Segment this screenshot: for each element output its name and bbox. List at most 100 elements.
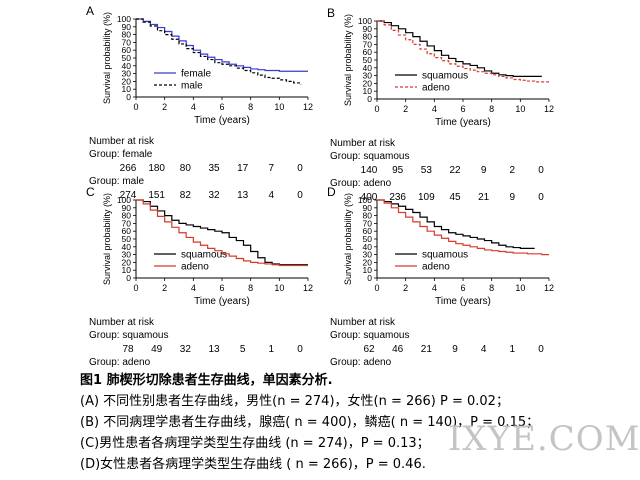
risk-value-d-0: 62 — [363, 344, 375, 355]
y-tick-label-b: 60 — [363, 47, 373, 57]
y-tick-label-c: 80 — [122, 211, 132, 221]
risk-value-a-0: 80 — [180, 163, 192, 174]
legend-label-c-adeno: adeno — [181, 262, 209, 273]
x-tick-label-c: 4 — [191, 283, 196, 293]
panel-label-d: D — [327, 185, 336, 199]
survival-curve-c-squamous — [136, 199, 308, 266]
x-tick-label-d: 4 — [432, 283, 437, 293]
y-tick-label-b: 80 — [363, 32, 373, 42]
y-tick-label-a: 20 — [122, 76, 132, 86]
panel-label-a: A — [86, 4, 94, 18]
x-axis-label-d: Time (years) — [435, 296, 491, 307]
risk-value-d-0: 4 — [481, 344, 487, 355]
x-tick-label-d: 12 — [544, 283, 554, 293]
y-tick-label-c: 40 — [122, 242, 132, 252]
risk-value-d-0: 21 — [421, 344, 433, 355]
risk-value-d-0: 1 — [510, 344, 516, 355]
y-tick-label-c: 10 — [122, 265, 132, 275]
risk-value-c-0: 78 — [122, 344, 134, 355]
risk-value-d-0: 46 — [392, 344, 404, 355]
survival-curve-b-adeno — [377, 20, 549, 83]
risk-value-a-1: 0 — [297, 190, 303, 201]
watermark-logo: IXYE.COM — [448, 419, 640, 459]
caption-title: 图1 肺楔形切除患者生存曲线，单因素分析. — [80, 373, 333, 388]
legend-label-d-adeno: adeno — [422, 262, 450, 273]
x-tick-label-a: 12 — [303, 102, 313, 112]
risk-table-heading-b: Number at risk — [330, 138, 396, 149]
risk-table-heading-a: Number at risk — [89, 136, 155, 147]
survival-curve-d-adeno — [377, 199, 549, 256]
x-tick-label-a: 10 — [274, 102, 284, 112]
x-tick-label-a: 4 — [191, 102, 196, 112]
x-axis-label-a: Time (years) — [194, 115, 250, 126]
risk-group-label-d-0: Group: squamous — [330, 330, 410, 341]
x-tick-label-d: 8 — [489, 283, 494, 293]
y-tick-label-a: 50 — [122, 53, 132, 63]
x-tick-label-d: 6 — [460, 283, 465, 293]
risk-value-a-0: 17 — [237, 163, 249, 174]
y-tick-label-d: 50 — [363, 234, 373, 244]
x-tick-label-c: 6 — [219, 283, 224, 293]
x-tick-label-c: 0 — [133, 283, 138, 293]
risk-group-label-d-1: Group: adeno — [330, 357, 392, 368]
risk-value-a-0: 266 — [120, 163, 137, 174]
risk-value-c-0: 13 — [208, 344, 220, 355]
risk-value-b-1: 109 — [418, 192, 435, 203]
survival-curve-c-adeno — [136, 199, 308, 267]
risk-value-b-0: 22 — [449, 165, 461, 176]
risk-group-label-a-0: Group: female — [89, 149, 153, 160]
y-tick-label-d: 70 — [363, 218, 373, 228]
x-tick-label-d: 2 — [403, 283, 408, 293]
x-tick-label-b: 0 — [374, 104, 379, 114]
y-tick-label-a: 10 — [122, 84, 132, 94]
y-tick-label-b: 0 — [367, 94, 372, 104]
y-tick-label-c: 70 — [122, 218, 132, 228]
x-tick-label-a: 0 — [133, 102, 138, 112]
survival-curve-d-squamous — [377, 199, 535, 249]
risk-value-b-1: 236 — [389, 192, 406, 203]
y-tick-label-d: 60 — [363, 226, 373, 236]
risk-value-b-1: 21 — [478, 192, 490, 203]
risk-value-b-1: 400 — [361, 192, 378, 203]
y-tick-label-d: 40 — [363, 242, 373, 252]
risk-table-heading-c: Number at risk — [89, 317, 155, 328]
panel-label-b: B — [327, 6, 335, 20]
x-tick-label-c: 10 — [274, 283, 284, 293]
risk-value-a-1: 274 — [120, 190, 137, 201]
panel-label-c: C — [86, 185, 95, 199]
y-axis-label-a: Survival probability (%) — [102, 12, 112, 104]
risk-value-a-1: 32 — [208, 190, 220, 201]
y-tick-label-c: 50 — [122, 234, 132, 244]
legend-label-c-squamous: squamous — [181, 250, 227, 261]
risk-group-label-c-0: Group: squamous — [89, 330, 169, 341]
y-tick-label-a: 30 — [122, 69, 132, 79]
risk-value-b-0: 0 — [538, 165, 544, 176]
risk-value-c-0: 32 — [180, 344, 192, 355]
legend-label-b-squamous: squamous — [422, 71, 468, 82]
risk-value-c-0: 5 — [240, 344, 246, 355]
x-tick-label-b: 8 — [489, 104, 494, 114]
x-tick-label-c: 8 — [248, 283, 253, 293]
risk-value-a-1: 151 — [148, 190, 165, 201]
caption-line-b: (B) 不同病理学患者生存曲线，腺癌( n = 400)，鳞癌( n = 140… — [80, 415, 540, 430]
risk-value-b-1: 9 — [510, 192, 516, 203]
x-tick-label-b: 2 — [403, 104, 408, 114]
y-tick-label-b: 10 — [363, 86, 373, 96]
legend-label-b-adeno: adeno — [422, 83, 450, 94]
y-tick-label-b: 40 — [363, 63, 373, 73]
y-tick-label-d: 20 — [363, 257, 373, 267]
y-tick-label-b: 100 — [358, 16, 372, 26]
risk-value-b-0: 2 — [510, 165, 516, 176]
risk-group-label-c-1: Group: adeno — [89, 357, 151, 368]
risk-group-label-a-1: Group: male — [89, 176, 144, 187]
y-tick-label-b: 90 — [363, 24, 373, 34]
risk-value-b-0: 95 — [392, 165, 404, 176]
risk-value-a-0: 35 — [208, 163, 220, 174]
survival-curve-a-female — [136, 18, 308, 72]
figure-caption: 图1 肺楔形切除患者生存曲线，单因素分析. (A) 不同性别患者生存曲线，男性(… — [80, 370, 635, 475]
x-tick-label-b: 10 — [515, 104, 525, 114]
y-tick-label-a: 100 — [117, 14, 131, 24]
y-tick-label-a: 90 — [122, 22, 132, 32]
x-axis-label-c: Time (years) — [194, 296, 250, 307]
survival-curve-b-squamous — [377, 20, 542, 77]
